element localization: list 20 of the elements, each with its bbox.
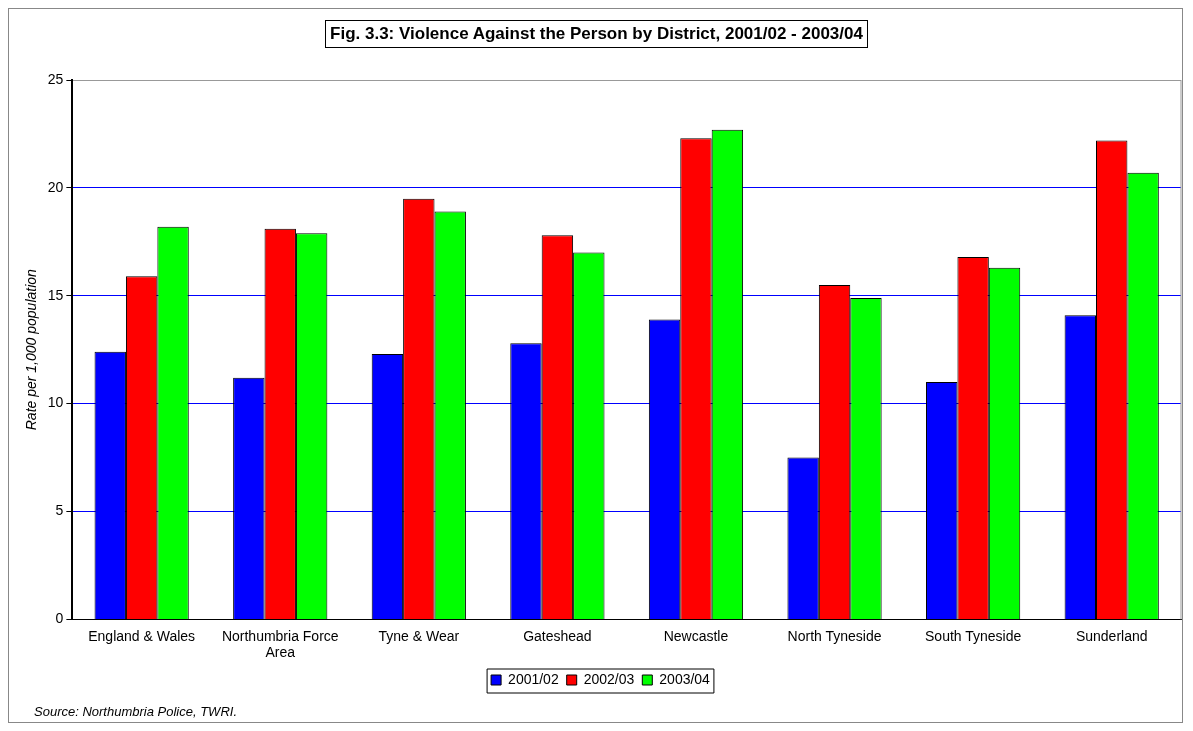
legend-label: 2003/04 xyxy=(659,670,711,687)
source-note: Source: Northumbria Police, TWRI. xyxy=(34,704,238,719)
y-axis-title: Rate per 1,000 population xyxy=(23,268,40,431)
x-tick-label: South Tyneside xyxy=(925,627,1022,644)
y-tick-label: 10 xyxy=(47,394,64,411)
x-tick-label: North Tyneside xyxy=(787,627,882,644)
x-tick-label: Newcastle xyxy=(663,627,729,644)
x-tick-label: England & Wales xyxy=(88,627,196,644)
x-tick-label: Sunderland xyxy=(1075,627,1148,644)
x-tick-label: Northumbria Force Area xyxy=(221,627,339,661)
y-tick-label: 15 xyxy=(47,286,64,303)
y-tick-label: 0 xyxy=(55,610,64,627)
x-tick-label: Gateshead xyxy=(523,627,592,644)
legend-label: 2002/03 xyxy=(583,670,635,687)
legend-label: 2001/02 xyxy=(508,670,559,687)
y-tick-label: 25 xyxy=(47,70,64,87)
y-tick-label: 5 xyxy=(55,502,64,519)
chart-title: Fig. 3.3: Violence Against the Person by District, 2001/02 - 2003/04 xyxy=(325,20,868,48)
x-tick-label: Tyne & Wear xyxy=(378,627,460,644)
y-tick-label: 20 xyxy=(47,178,64,195)
